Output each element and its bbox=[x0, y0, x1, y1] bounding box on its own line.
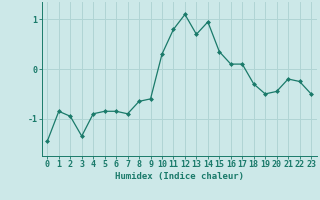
X-axis label: Humidex (Indice chaleur): Humidex (Indice chaleur) bbox=[115, 172, 244, 181]
